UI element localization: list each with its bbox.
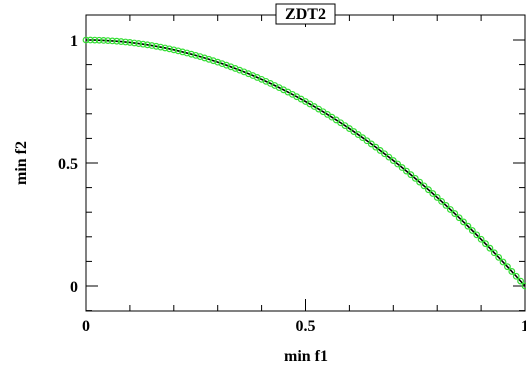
data-point bbox=[512, 272, 520, 280]
data-point bbox=[385, 153, 393, 161]
data-point bbox=[122, 38, 129, 46]
data-point bbox=[223, 61, 230, 69]
data-point bbox=[482, 240, 489, 248]
data-point bbox=[394, 160, 402, 168]
data-point bbox=[446, 206, 454, 213]
data-point bbox=[126, 39, 134, 46]
data-point bbox=[148, 42, 156, 49]
data-point bbox=[196, 53, 204, 61]
title-box: ZDT2 bbox=[275, 3, 336, 25]
data-point bbox=[425, 186, 432, 194]
data-point bbox=[354, 131, 362, 138]
data-point bbox=[359, 134, 366, 142]
data-point bbox=[398, 164, 406, 171]
data-point bbox=[499, 258, 507, 266]
data-point bbox=[214, 58, 222, 66]
data-point bbox=[468, 227, 476, 234]
data-point bbox=[416, 178, 424, 186]
data-point bbox=[82, 36, 90, 44]
data-point bbox=[442, 202, 450, 209]
chart-title: ZDT2 bbox=[285, 6, 326, 23]
data-point bbox=[205, 55, 213, 63]
data-point bbox=[144, 41, 151, 49]
data-point bbox=[460, 218, 467, 226]
y-tick-label: 1 bbox=[70, 33, 78, 50]
data-point bbox=[372, 143, 380, 151]
data-point bbox=[227, 63, 235, 71]
data-point bbox=[209, 57, 217, 65]
data-point bbox=[521, 282, 526, 290]
data-point bbox=[117, 38, 125, 45]
y-tick-label: 0 bbox=[70, 279, 78, 296]
data-point bbox=[174, 47, 182, 55]
data-point bbox=[113, 37, 121, 45]
data-point bbox=[420, 182, 428, 190]
data-point bbox=[187, 50, 195, 58]
data-point bbox=[100, 36, 107, 44]
data-point bbox=[411, 174, 419, 182]
plot-frame bbox=[85, 14, 526, 312]
data-point bbox=[376, 147, 384, 154]
data-point bbox=[218, 60, 226, 68]
data-point bbox=[201, 54, 208, 62]
data-point bbox=[170, 46, 178, 54]
data-point bbox=[139, 40, 147, 48]
data-point bbox=[179, 48, 186, 56]
data-point bbox=[350, 128, 358, 135]
data-point bbox=[231, 65, 239, 72]
data-point bbox=[407, 171, 415, 179]
data-point bbox=[86, 36, 94, 44]
series-layer bbox=[82, 36, 526, 290]
data-point bbox=[403, 167, 410, 175]
x-tick-label: 1 bbox=[521, 318, 526, 335]
data-point bbox=[451, 210, 459, 217]
data-point bbox=[438, 197, 445, 205]
data-point bbox=[183, 49, 191, 57]
data-point bbox=[517, 277, 525, 285]
data-point bbox=[433, 194, 441, 201]
data-point bbox=[95, 36, 103, 44]
data-point bbox=[152, 42, 160, 50]
data-point bbox=[135, 40, 143, 47]
data-point bbox=[108, 37, 116, 45]
y-tick-label: 0.5 bbox=[58, 156, 78, 173]
data-point bbox=[389, 157, 397, 164]
data-point bbox=[490, 249, 498, 257]
data-point bbox=[157, 43, 165, 51]
x-tick-label: 0 bbox=[82, 318, 90, 335]
x-tick-label: 0.5 bbox=[296, 318, 316, 335]
data-point bbox=[477, 235, 485, 243]
data-point bbox=[104, 37, 112, 45]
data-point bbox=[495, 253, 503, 261]
data-point bbox=[504, 263, 511, 271]
data-point bbox=[473, 231, 481, 239]
data-point bbox=[192, 51, 200, 59]
data-point bbox=[166, 45, 173, 53]
data-point bbox=[91, 36, 99, 44]
data-point bbox=[381, 150, 388, 158]
data-point bbox=[429, 190, 437, 197]
data-point bbox=[508, 268, 516, 275]
y-axis-label: min f2 bbox=[13, 141, 30, 185]
data-point bbox=[455, 214, 463, 222]
title-box-frame bbox=[275, 3, 336, 25]
x-axis-label: min f1 bbox=[284, 348, 328, 365]
data-point bbox=[486, 244, 494, 252]
data-point bbox=[363, 137, 371, 145]
data-point bbox=[464, 222, 472, 230]
data-point bbox=[130, 39, 138, 47]
data-point bbox=[367, 140, 375, 148]
tick-labels: 0 0.5 1 0 0.5 1 bbox=[58, 33, 526, 335]
data-point bbox=[161, 44, 169, 52]
